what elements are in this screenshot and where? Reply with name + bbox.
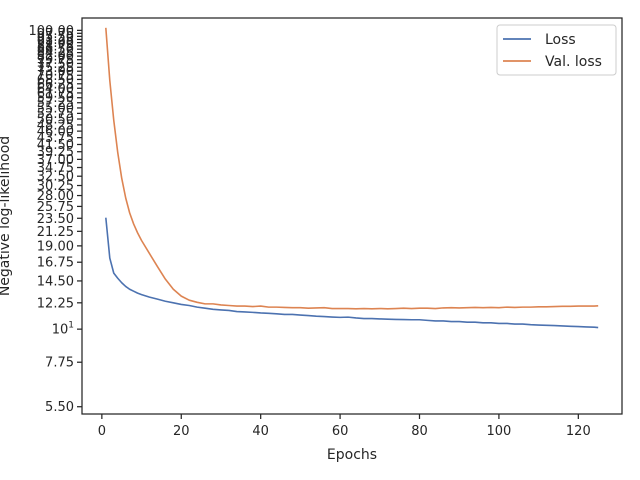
legend-box [496, 24, 617, 76]
y-tick-label: 25.75 [37, 200, 74, 215]
y-tick-label: 88.75 [37, 39, 74, 54]
y-tick-label: 41.50 [37, 138, 74, 153]
y-tick-label: 39.25 [37, 145, 74, 160]
y-tick-label: 61.75 [37, 86, 74, 101]
x-tick-label: 120 [566, 424, 591, 439]
legend-label: Loss [545, 32, 576, 48]
y-tick-label: 43.75 [37, 131, 74, 146]
y-tick-label: 86.50 [37, 43, 74, 58]
y-tick-label: 93.25 [37, 33, 74, 48]
y-tick-label: 16.75 [37, 256, 74, 271]
legend: Loss Val. loss [496, 24, 617, 76]
y-tick-label: 23.50 [37, 212, 74, 227]
y-tick-label: 91.00 [37, 36, 74, 51]
y-tick-label: 46.00 [37, 125, 74, 140]
y-tick-label: 48.25 [37, 118, 74, 133]
x-axis: 0 20 40 60 80 100 120 [98, 414, 591, 439]
x-tick-label: 100 [486, 424, 511, 439]
y-tick-label: 30.25 [37, 179, 74, 194]
y-tick-label: 50.50 [37, 113, 74, 128]
series-line-loss [105, 217, 599, 329]
y-tick-label: 75.25 [37, 61, 74, 76]
y-tick-label: 7.75 [45, 356, 74, 371]
x-tick-label: 0 [98, 424, 106, 439]
y-tick-label: 59.50 [37, 91, 74, 106]
y-tick-label: 84.25 [37, 46, 74, 61]
y-tick-label: 77.50 [37, 57, 74, 72]
x-tick-label: 20 [173, 424, 190, 439]
y-tick-label: 28.00 [37, 189, 74, 204]
y-tick-label: 19.00 [37, 239, 74, 254]
x-tick-label: 60 [332, 424, 349, 439]
y-tick-label: 32.50 [37, 170, 74, 185]
y-tick-label: 5.50 [45, 400, 74, 415]
y-tick-label: 95.50 [37, 30, 74, 45]
x-tick-label: 80 [411, 424, 428, 439]
legend-label: Val. loss [545, 54, 602, 70]
x-tick-label: 40 [252, 424, 269, 439]
series-line-val-loss [105, 27, 599, 310]
y-tick-label: 97.75 [37, 27, 74, 42]
y-tick-label: 21.25 [37, 225, 74, 240]
y-tick-label: 79.75 [37, 53, 74, 68]
x-axis-label: Epochs [327, 447, 377, 463]
y-tick-label: 14.50 [37, 274, 74, 289]
y-tick-label: 57.25 [37, 96, 74, 111]
y-tick-label: 66.25 [37, 77, 74, 92]
y-tick-label: 12.25 [37, 296, 74, 311]
y-tick-label: 52.75 [37, 107, 74, 122]
y-tick-label: 37.00 [37, 153, 74, 168]
y-tick-label: 55.00 [37, 101, 74, 116]
y-tick-label: 64.00 [37, 82, 74, 97]
y-tick-label: 34.75 [37, 161, 74, 176]
y-tick-label: 100.00 [29, 24, 75, 39]
plot-frame [81, 17, 623, 415]
y-tick-label: 73.00 [37, 65, 74, 80]
y-tick-label: 70.75 [37, 69, 74, 84]
y-tick-label: 82.00 [37, 50, 74, 65]
y-tick-label: 68.50 [37, 73, 74, 88]
y-axis: 5.507.7510112.2514.5016.7519.0021.2523.5… [29, 24, 82, 415]
y-axis-label: Negative log-likelihood [0, 136, 13, 296]
plot-lines [105, 27, 599, 329]
